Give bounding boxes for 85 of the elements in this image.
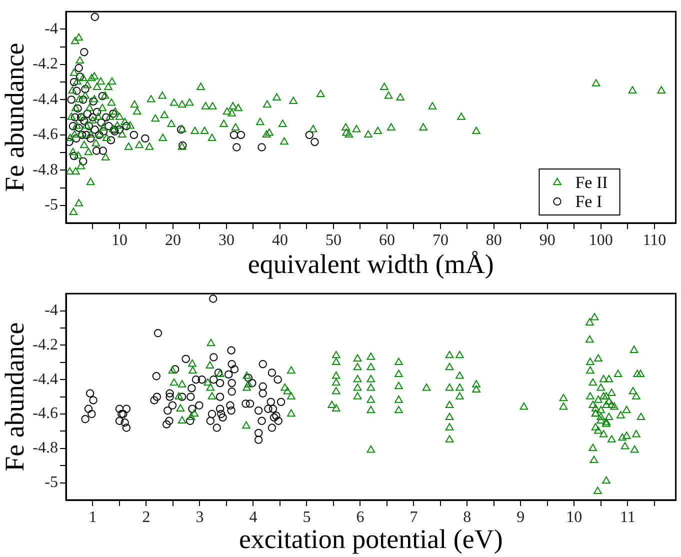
- point: [67, 96, 76, 104]
- x-tick-label: 20: [164, 232, 181, 249]
- legend-label: Fe I: [575, 192, 602, 211]
- point: [70, 78, 78, 86]
- y-tick-label: -4.6: [32, 405, 58, 422]
- x-tick-label: 2: [142, 508, 150, 526]
- point: [80, 48, 88, 56]
- x-tick-label: 7: [410, 508, 418, 526]
- point: [83, 110, 92, 118]
- x-tick-label: 10: [111, 232, 128, 249]
- y-tick-label: -5: [44, 196, 58, 214]
- x-tick-label: 50: [325, 232, 342, 249]
- point: [90, 126, 99, 134]
- point: [258, 143, 266, 152]
- point: [310, 138, 319, 146]
- point: [70, 113, 80, 122]
- y-tick-label: -4.8: [32, 440, 58, 457]
- x-tick-label: 40: [272, 232, 288, 249]
- x-tick-label: 80: [486, 232, 502, 249]
- y-tick-label: -4.8: [32, 161, 58, 178]
- x-tick-label: 30: [218, 232, 234, 249]
- point: [82, 130, 90, 140]
- y-tick-label: -4.4: [32, 90, 58, 108]
- y-tick-label: -4: [44, 20, 58, 38]
- point: [81, 85, 90, 94]
- x-tick-label: 6: [356, 508, 364, 526]
- point: [74, 64, 83, 72]
- point: [122, 122, 131, 130]
- y-tick-label: -4: [44, 302, 58, 320]
- point: [92, 146, 101, 155]
- point: [79, 96, 88, 104]
- y-tick-label: -4.4: [32, 370, 58, 388]
- point: [230, 130, 238, 140]
- point: [70, 152, 78, 160]
- point: [72, 86, 81, 95]
- x-axis-title: excitation potential (eV): [238, 524, 503, 554]
- point: [305, 130, 314, 140]
- point: [74, 104, 82, 113]
- x-tick-label: 9: [516, 508, 525, 526]
- point: [108, 110, 118, 118]
- point: [98, 92, 106, 100]
- x-tick-label: 100: [588, 232, 613, 249]
- point: [84, 122, 94, 130]
- point: [88, 113, 97, 122]
- point: [236, 130, 246, 140]
- x-tick-label: 8: [463, 508, 472, 526]
- point: [141, 134, 150, 143]
- x-tick-label: 4: [249, 508, 258, 526]
- point: [72, 134, 80, 143]
- legend-label: Fe II: [575, 172, 608, 192]
- x-tick-label: 60: [378, 232, 395, 249]
- y-tick-label: -4.2: [32, 336, 58, 354]
- x-tick-label: 10: [566, 508, 582, 526]
- x-tick-label: 3: [196, 508, 204, 526]
- x-tick-label: 110: [642, 232, 666, 249]
- point: [66, 138, 74, 146]
- point: [68, 122, 78, 130]
- point: [92, 108, 102, 116]
- x-tick-label: 70: [432, 232, 448, 249]
- point: [90, 12, 99, 21]
- point: [97, 118, 106, 127]
- y-tick-label: -4.6: [32, 126, 58, 144]
- y-axis-title: Fe abundance: [0, 322, 30, 472]
- y-tick-label: -4.2: [32, 56, 58, 73]
- point: [76, 72, 84, 81]
- x-axis-title: equivalent width (mÅ): [248, 248, 494, 279]
- point: [99, 127, 108, 136]
- point: [106, 136, 116, 144]
- point: [80, 116, 88, 125]
- point: [232, 143, 241, 152]
- point: [86, 134, 95, 143]
- point: [89, 97, 98, 106]
- x-tick-label: 11: [620, 508, 636, 526]
- point: [74, 124, 83, 132]
- point: [130, 130, 138, 140]
- point: [98, 146, 108, 155]
- point: [79, 157, 88, 166]
- point: [102, 113, 110, 122]
- x-tick-label: 90: [539, 232, 556, 249]
- point: [104, 122, 113, 130]
- y-axis-title: Fe abundance: [0, 42, 30, 192]
- y-tick-label: -5: [44, 474, 58, 492]
- point: [115, 126, 124, 134]
- x-tick-label: 1: [88, 508, 97, 526]
- x-tick-label: 5: [302, 508, 311, 526]
